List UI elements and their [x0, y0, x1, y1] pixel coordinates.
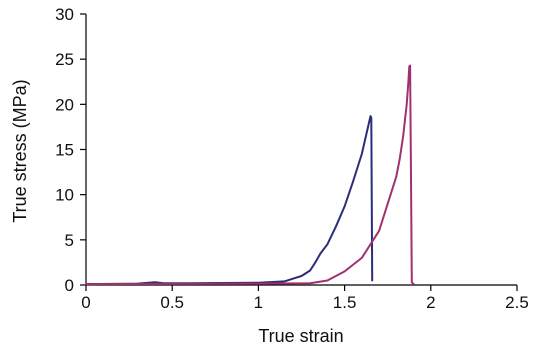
x-tick-label: 0.5 [160, 293, 184, 312]
y-axis-label: True stress (MPa) [10, 79, 30, 222]
x-axis-label: True strain [258, 326, 343, 346]
series-layer [85, 64, 415, 286]
x-tick-label: 1 [254, 293, 263, 312]
y-tick-label: 30 [55, 5, 74, 24]
x-tick-label: 2 [426, 293, 435, 312]
y-tick-label: 0 [65, 276, 74, 295]
axes: 0 5 10 15 20 25 30 0 0.5 1 1.5 2 2.5 [55, 5, 529, 312]
series-line-2 [85, 64, 415, 286]
y-tick-label: 5 [65, 231, 74, 250]
y-tick-label: 10 [55, 186, 74, 205]
x-tick-label: 2.5 [505, 293, 529, 312]
y-tick-label: 25 [55, 50, 74, 69]
series-line-1 [85, 115, 374, 286]
y-tick-label: 20 [55, 95, 74, 114]
x-tick-label: 1.5 [333, 293, 357, 312]
x-tick-label: 0 [81, 293, 90, 312]
y-tick-label: 15 [55, 141, 74, 160]
